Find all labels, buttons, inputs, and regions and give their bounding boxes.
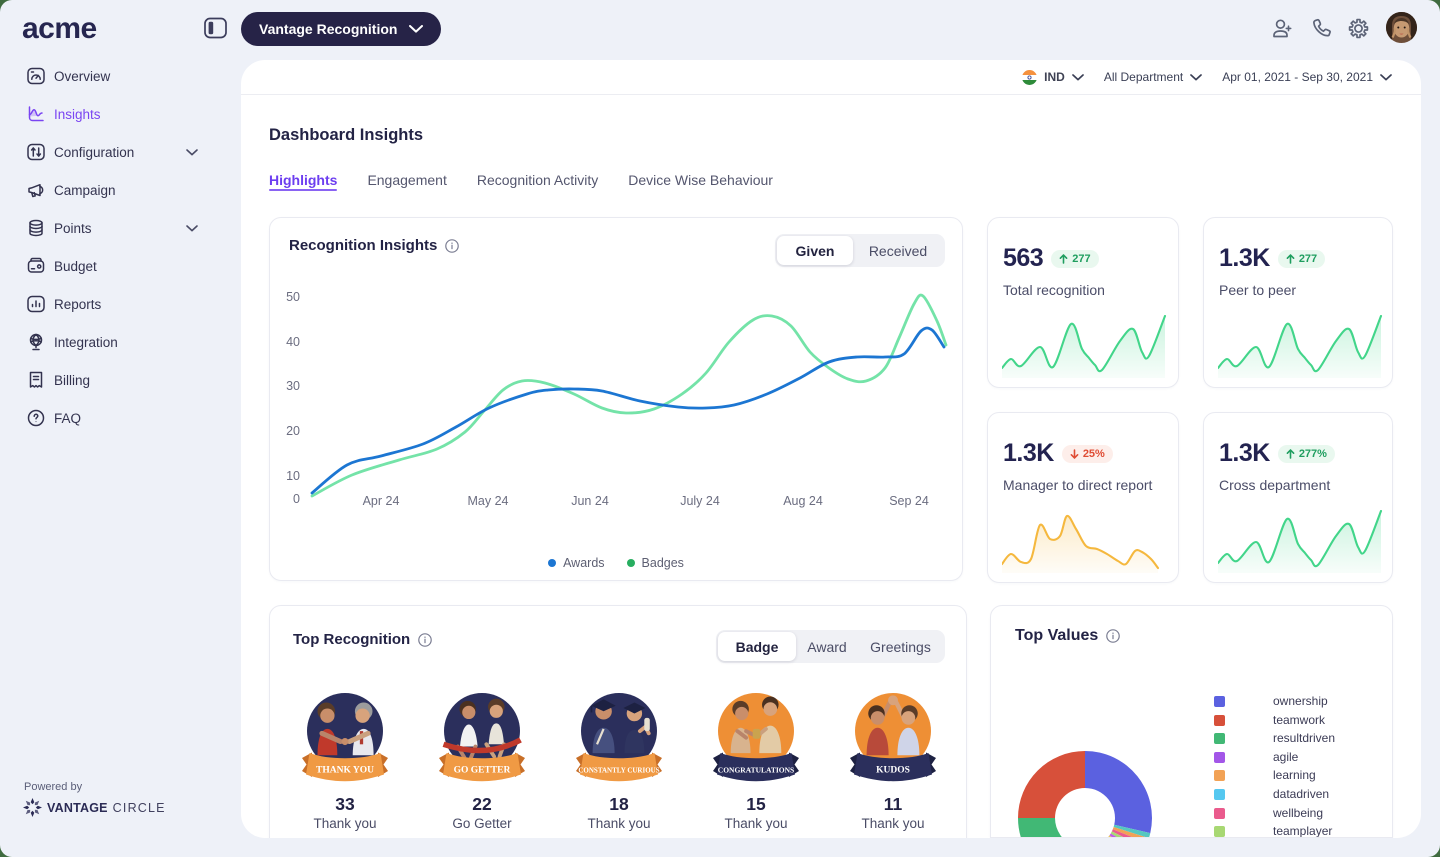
svg-text:CONSTANTLY CURIOUS: CONSTANTLY CURIOUS xyxy=(578,767,659,775)
svg-text:May 24: May 24 xyxy=(468,494,509,508)
svg-text:50: 50 xyxy=(286,290,300,304)
svg-text:0: 0 xyxy=(293,492,300,506)
svg-text:THANK YOU: THANK YOU xyxy=(316,766,374,776)
svg-text:10: 10 xyxy=(286,469,300,483)
svg-text:GO GETTER: GO GETTER xyxy=(454,766,511,776)
svg-text:30: 30 xyxy=(286,379,300,393)
svg-text:July 24: July 24 xyxy=(680,494,720,508)
svg-text:Jun 24: Jun 24 xyxy=(571,494,609,508)
svg-text:40: 40 xyxy=(286,335,300,349)
svg-text:CONGRATULATIONS: CONGRATULATIONS xyxy=(718,766,794,775)
svg-text:Aug 24: Aug 24 xyxy=(783,494,823,508)
svg-text:Apr 24: Apr 24 xyxy=(363,494,400,508)
svg-text:20: 20 xyxy=(286,424,300,438)
svg-text:Sep 24: Sep 24 xyxy=(889,494,929,508)
svg-text:KUDOS: KUDOS xyxy=(876,766,910,776)
